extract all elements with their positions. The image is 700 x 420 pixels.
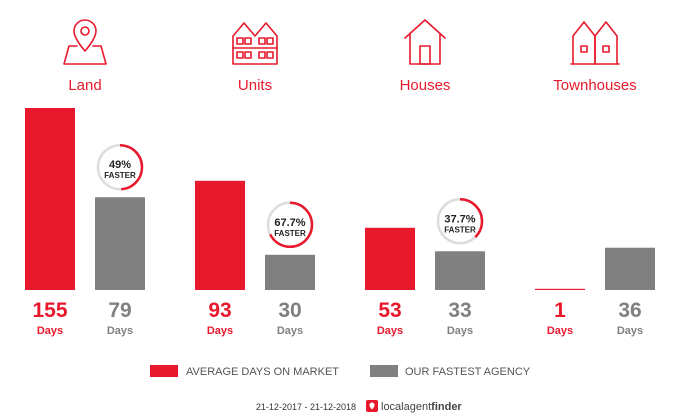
days-label-agency: Days <box>617 325 643 337</box>
faster-badge-bg <box>436 197 484 246</box>
value-label-agency: 30 <box>278 299 301 322</box>
brand-name-local: localagent <box>381 401 431 413</box>
category-label: Land <box>68 77 101 94</box>
faster-label: FASTER <box>104 171 136 180</box>
days-label-market: Days <box>37 325 63 337</box>
bar-agency <box>605 247 655 290</box>
value-label-agency: 33 <box>448 299 471 322</box>
brand-logo: localagentfinder <box>366 400 462 413</box>
bar-market <box>535 288 585 290</box>
apartment-building-icon <box>232 22 278 65</box>
faster-percent: 67.7% <box>274 217 305 229</box>
faster-badge-bg <box>96 143 144 192</box>
brand-name: localagentfinder <box>381 401 462 413</box>
faster-label: FASTER <box>444 225 476 234</box>
category-label: Houses <box>400 77 451 94</box>
days-label-market: Days <box>207 325 233 337</box>
value-label-market: 53 <box>378 299 401 322</box>
map-pin-icon <box>63 19 107 65</box>
legend-swatch-market <box>150 365 178 377</box>
days-label-market: Days <box>377 325 403 337</box>
category-icons <box>63 19 620 65</box>
category-labels: Land Units Houses Townhouses <box>68 77 636 94</box>
category-label: Units <box>238 77 272 94</box>
date-range: 21-12-2017 - 21-12-2018 <box>256 402 356 412</box>
value-label-agency: 36 <box>618 299 641 322</box>
days-label-agency: Days <box>107 325 133 337</box>
faster-badge: 67.7%FASTER <box>266 200 314 249</box>
faster-percent: 37.7% <box>444 213 475 225</box>
legend-label-agency: OUR FASTEST AGENCY <box>405 366 531 378</box>
value-label-market: 93 <box>208 299 231 322</box>
bars <box>25 108 655 290</box>
value-label-market: 1 <box>554 299 566 322</box>
faster-ring-progress <box>96 143 144 191</box>
faster-badge-bg <box>266 200 314 249</box>
bar-agency <box>435 251 485 290</box>
days-label-market: Days <box>547 325 573 337</box>
faster-ring-progress <box>266 201 314 249</box>
legend-swatch-agency <box>370 365 398 377</box>
category-label: Townhouses <box>553 77 636 94</box>
faster-label: FASTER <box>274 229 306 238</box>
brand-name-finder: finder <box>431 401 462 413</box>
house-icon <box>404 19 446 65</box>
brand-logo-pin <box>369 402 375 410</box>
faster-badge: 49%FASTER <box>96 143 144 192</box>
bar-market <box>365 227 415 290</box>
bar-market <box>195 180 245 290</box>
faster-ring-progress <box>436 198 484 245</box>
bar-agency <box>95 197 145 290</box>
value-labels: 155 Days 93 Days 53 Days 1 Days 79 Days 30 Days 33 Da… <box>32 299 643 337</box>
legend-label-market: AVERAGE DAYS ON MARKET <box>186 366 339 378</box>
value-label-agency: 79 <box>108 299 131 322</box>
legend: AVERAGE DAYS ON MARKET OUR FASTEST AGENC… <box>150 365 531 378</box>
faster-percent: 49% <box>109 159 131 171</box>
bar-market <box>25 108 75 290</box>
bar-agency <box>265 254 315 290</box>
faster-badge: 37.7%FASTER <box>436 197 484 246</box>
days-label-agency: Days <box>447 325 473 337</box>
days-label-agency: Days <box>277 325 303 337</box>
footer: 21-12-2017 - 21-12-2018 localagentfinder <box>256 400 462 413</box>
townhouse-icon <box>570 21 620 65</box>
value-label-market: 155 <box>32 299 67 322</box>
